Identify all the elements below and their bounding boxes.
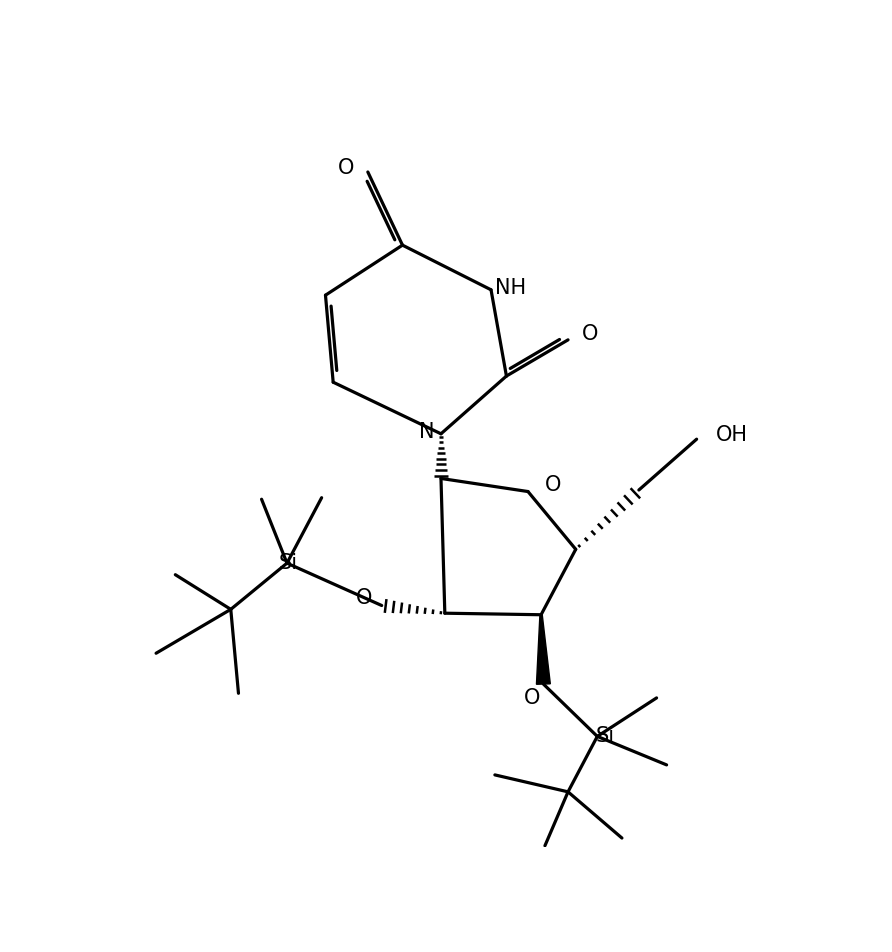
Text: N: N — [419, 423, 434, 443]
Text: O: O — [337, 158, 354, 178]
Text: NH: NH — [495, 278, 526, 298]
Polygon shape — [536, 615, 550, 684]
Text: O: O — [356, 587, 373, 607]
Text: O: O — [582, 324, 599, 344]
Text: OH: OH — [716, 426, 747, 446]
Text: O: O — [545, 475, 561, 495]
Text: Si: Si — [596, 726, 615, 746]
Text: O: O — [524, 688, 540, 708]
Text: Si: Si — [279, 553, 298, 573]
